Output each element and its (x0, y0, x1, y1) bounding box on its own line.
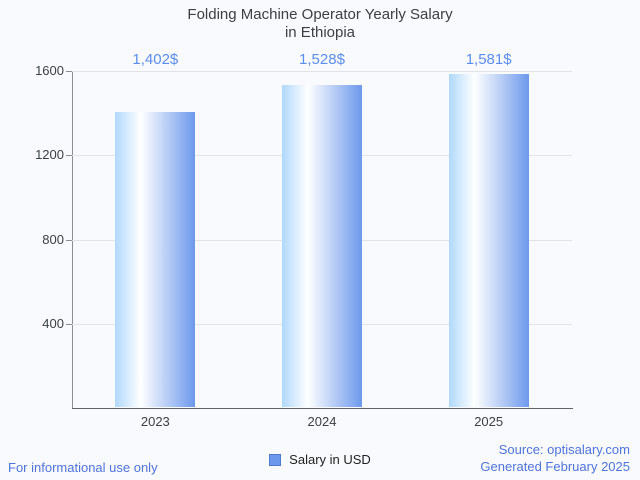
disclaimer-text: For informational use only (8, 460, 158, 475)
x-tick-label: 2023 (140, 414, 170, 429)
chart-title-line1: Folding Machine Operator Yearly Salary (187, 6, 453, 23)
bar-value-label: 1,402$ (132, 51, 179, 68)
legend-swatch-icon (269, 453, 282, 466)
y-tick-label: 400 (42, 315, 64, 331)
x-tick-label: 2025 (474, 414, 504, 429)
x-tick-label: 2024 (307, 414, 337, 429)
x-axis-line (72, 408, 573, 409)
chart-title-line2: in Ethiopia (284, 24, 356, 41)
legend: Salary in USD (0, 452, 640, 467)
source-block: Source: optisalary.com Generated Februar… (480, 441, 630, 475)
y-tick-mark (66, 155, 72, 157)
bar-value-label: 1,528$ (299, 51, 345, 68)
source-link[interactable]: Source: optisalary.com (498, 442, 630, 457)
bar-value-label: 1,581$ (465, 51, 512, 68)
gridline (72, 71, 572, 72)
bar-2023 (115, 111, 196, 407)
y-tick-label: 800 (42, 231, 64, 247)
bar-2025 (448, 74, 529, 407)
y-tick-mark (66, 71, 72, 72)
legend-label: Salary in USD (289, 452, 371, 467)
bar-2024 (282, 85, 362, 407)
y-tick-label: 1200 (35, 147, 64, 163)
y-tick-label: 1600 (35, 63, 64, 78)
generated-date: Generated February 2025 (480, 459, 630, 474)
chart-title: Folding Machine Operator Yearly Salary i… (0, 6, 640, 42)
plot-area: 1,402$ 1,528$ 1,581$ (72, 51, 572, 408)
y-tick-mark (66, 239, 72, 241)
y-tick-mark (66, 323, 72, 325)
